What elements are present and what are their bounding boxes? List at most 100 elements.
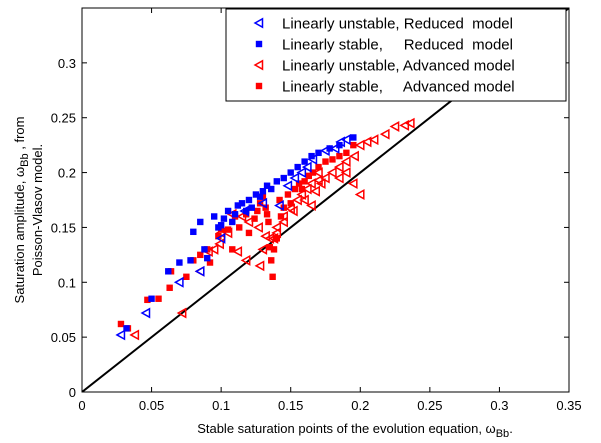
data-point — [236, 224, 243, 231]
data-point — [336, 152, 343, 160]
data-point — [268, 185, 275, 193]
data-point — [368, 134, 379, 146]
data-point — [166, 284, 173, 291]
data-point — [263, 211, 271, 218]
data-point — [298, 185, 306, 193]
y-tick-label: 0.05 — [51, 330, 76, 345]
data-point — [322, 158, 329, 165]
data-point — [282, 180, 293, 192]
legend-box — [225, 8, 567, 102]
data-point — [206, 259, 214, 266]
data-point — [245, 229, 253, 237]
data-point — [347, 178, 358, 190]
data-point — [268, 257, 275, 264]
data-point — [296, 189, 307, 200]
data-point — [204, 254, 211, 262]
data-point — [123, 325, 130, 332]
data-point — [294, 163, 301, 171]
legend-marker — [255, 40, 263, 48]
y-tick-label: 0.15 — [51, 220, 76, 235]
data-point — [229, 246, 236, 253]
data-point — [329, 142, 340, 154]
data-point — [313, 167, 323, 179]
x-tick-label: 0.05 — [139, 398, 164, 413]
data-point — [350, 141, 357, 149]
data-point — [287, 169, 294, 176]
svg-text:Poisson-Vlasov model.: Poisson-Vlasov model. — [30, 144, 45, 276]
data-point — [287, 205, 298, 217]
data-point — [326, 167, 337, 179]
data-point — [243, 216, 254, 228]
y-tick-label: 0.3 — [58, 56, 76, 71]
data-point — [266, 243, 274, 251]
data-point — [269, 273, 276, 280]
data-point — [224, 207, 232, 215]
data-point — [349, 150, 359, 162]
data-point — [270, 246, 278, 253]
data-point — [340, 156, 351, 168]
data-point — [165, 268, 172, 275]
data-point — [336, 141, 343, 149]
data-point — [187, 257, 194, 264]
svg-text:Saturation amplitude, ωBb , fr: Saturation amplitude, ωBb , from — [12, 117, 31, 304]
x-tick-label: 0.3 — [490, 398, 508, 413]
data-point — [333, 161, 344, 173]
data-point — [296, 167, 307, 179]
data-point — [183, 273, 190, 280]
x-axis-label: Stable saturation points of the evolutio… — [197, 421, 513, 440]
y-tick-label: 0.1 — [58, 275, 76, 290]
data-point — [238, 200, 246, 207]
data-point — [305, 172, 313, 180]
data-point — [301, 178, 308, 185]
legend-marker — [253, 59, 264, 71]
data-point — [277, 213, 285, 220]
x-tick-label: 0.2 — [351, 398, 369, 413]
data-point — [208, 243, 219, 255]
data-point — [274, 200, 284, 211]
data-point — [273, 235, 280, 242]
data-point — [240, 254, 251, 266]
y-tick-label: 0 — [69, 385, 76, 400]
data-point — [315, 178, 326, 190]
data-point — [194, 265, 205, 277]
x-tick-label: 0.35 — [556, 398, 581, 413]
data-point — [115, 329, 126, 341]
data-point — [245, 196, 253, 204]
data-point — [229, 218, 236, 226]
legend-marker — [253, 17, 264, 29]
data-point — [155, 295, 162, 302]
data-point — [257, 197, 268, 209]
data-point — [231, 211, 239, 218]
data-point — [263, 182, 271, 189]
data-point — [273, 178, 280, 185]
legend-marker — [255, 82, 263, 90]
data-point — [253, 221, 263, 233]
legend-label: Linearly stable, Reduced model — [282, 37, 513, 54]
data-point — [306, 200, 316, 211]
data-point — [310, 185, 321, 197]
x-tick-label: 0 — [78, 398, 85, 413]
data-point — [354, 139, 365, 151]
y-axis-label: Saturation amplitude, ωBb , from Poisson… — [12, 117, 45, 304]
y-tick-label: 0.25 — [51, 111, 76, 126]
data-point — [148, 295, 155, 302]
data-point — [215, 232, 226, 244]
data-point — [144, 296, 151, 304]
data-point — [308, 152, 315, 160]
x-tick-label: 0.15 — [278, 398, 303, 413]
data-point — [265, 218, 272, 226]
data-point — [350, 134, 357, 141]
data-point — [340, 167, 351, 179]
data-point — [232, 246, 243, 258]
data-point — [176, 259, 183, 266]
data-point — [299, 194, 309, 206]
data-point — [276, 196, 283, 204]
data-point — [315, 163, 322, 171]
data-point — [201, 246, 208, 253]
data-point — [379, 128, 390, 140]
data-point — [354, 189, 365, 200]
data-point — [301, 158, 308, 165]
data-point — [278, 216, 289, 228]
data-point — [190, 228, 197, 236]
data-point — [251, 215, 258, 222]
